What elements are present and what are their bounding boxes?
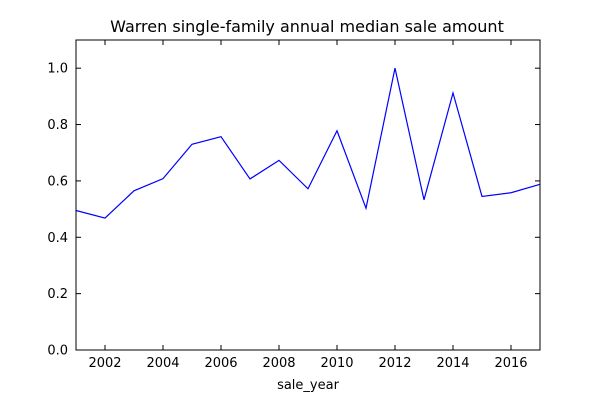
x-tick-label: 2016 <box>494 356 527 371</box>
y-tick-label: 1.0 <box>47 62 68 77</box>
y-tick-label: 0.4 <box>47 231 68 246</box>
x-tick-label: 2004 <box>146 356 179 371</box>
x-tick-label: 2012 <box>378 356 411 371</box>
plot-frame <box>75 39 541 351</box>
chart-title: Warren single-family annual median sale … <box>110 17 504 36</box>
x-tick-label: 2010 <box>320 356 353 371</box>
y-tick-label: 0.8 <box>47 118 68 133</box>
y-tick-label: 0.0 <box>47 344 68 359</box>
x-axis-label: sale_year <box>277 378 340 393</box>
series-line-0 <box>75 68 541 219</box>
y-tick-label: 0.2 <box>47 287 68 302</box>
x-tick-label: 2014 <box>436 356 469 371</box>
x-tick-label: 2006 <box>204 356 237 371</box>
y-tick-label: 0.6 <box>47 174 68 189</box>
x-tick-label: 2008 <box>262 356 295 371</box>
x-tick-label: 2002 <box>88 356 121 371</box>
